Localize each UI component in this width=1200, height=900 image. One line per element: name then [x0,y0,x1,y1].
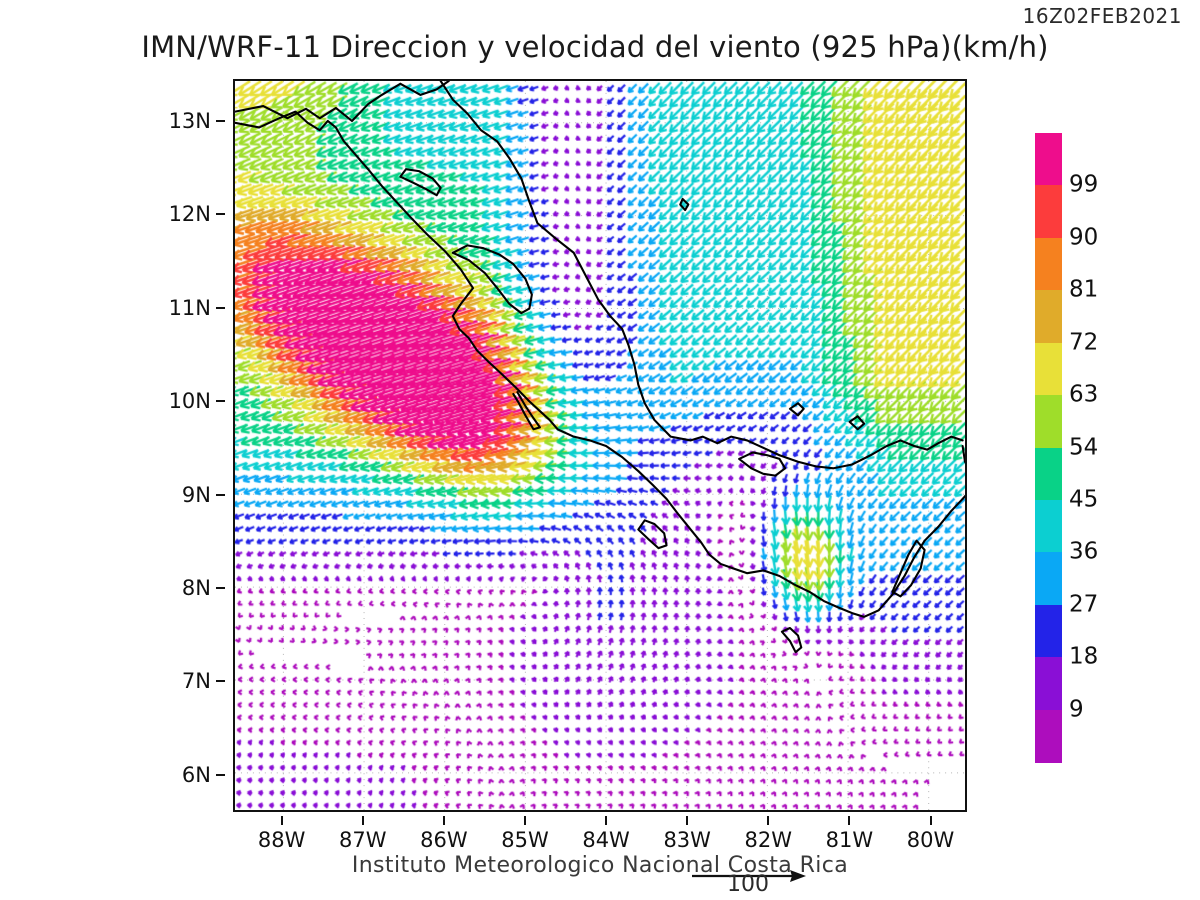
colorbar-band[interactable] [1035,290,1062,344]
colorbar-band[interactable] [1035,237,1062,291]
colorbar-band[interactable] [1035,185,1062,239]
x-axis-tick-mark [523,816,526,825]
colorbar-band[interactable] [1035,395,1062,449]
colorbar-band[interactable] [1035,552,1062,606]
y-axis-tick-mark [216,586,225,589]
colorbar-tick-label: 72 [1069,329,1099,356]
y-axis-tick-label: 8N [181,575,211,600]
x-axis-tick-label: 85W [501,828,549,852]
x-axis-tick-label: 80W [906,828,955,852]
colorbar-tick-label: 9 [1069,696,1084,723]
x-axis-tick-mark [767,816,770,825]
y-axis-tick-mark [216,120,225,123]
colorbar-band[interactable] [1035,657,1062,711]
colorbar-tick-label: 54 [1069,433,1099,460]
x-axis-tick-label: 81W [825,828,874,852]
y-axis-tick-mark [216,306,225,309]
y-axis-tick-label: 6N [181,762,211,787]
y-axis-tick-label: 9N [181,482,211,507]
reference-vector-label: 100 [727,872,769,897]
colorbar-tick-label: 81 [1069,276,1099,303]
colorbar-tick-label: 18 [1069,643,1099,670]
y-axis-tick-label: 10N [168,389,211,414]
colorbar-tick-label: 36 [1069,538,1099,565]
colorbar-tick-label: 27 [1069,591,1099,618]
y-axis-tick-label: 7N [181,669,211,694]
colorbar-band[interactable] [1035,604,1062,658]
x-axis-tick-label: 86W [420,828,468,852]
y-axis-tick-mark [216,213,225,216]
y-axis: 13N 12N 11N 10N 9N 8N 7N 6N [150,79,225,812]
x-axis: 88W 87W 86W 85W 84W 83W 82W 81W 80W [233,816,967,856]
y-axis-tick-mark [216,773,225,776]
colorbar-band[interactable] [1035,709,1062,763]
footer-caption: Instituto Meteorologico Nacional Costa R… [351,853,849,878]
colorbar-tick-label: 63 [1069,381,1099,408]
x-axis-tick-mark [929,816,932,825]
x-axis-tick-label: 88W [257,828,306,852]
y-axis-tick-label: 13N [168,109,211,134]
colorbar-legend[interactable]: 99 90 81 72 63 54 45 36 27 18 9 [1035,133,1098,763]
y-axis-tick-mark [216,680,225,683]
x-axis-tick-mark [280,816,283,825]
y-axis-tick-label: 12N [168,202,211,227]
x-axis-tick-label: 84W [582,828,630,852]
colorbar-tick-label: 90 [1069,224,1099,251]
date-stamp: 16Z02FEB2021 [1022,4,1182,28]
wind-vector-field [235,81,965,810]
colorbar-band[interactable] [1035,447,1062,501]
x-axis-tick-mark [848,816,851,825]
y-axis-tick-label: 11N [168,295,211,320]
y-axis-tick-mark [216,400,225,403]
map-plot-area[interactable] [233,79,967,812]
colorbar-band[interactable] [1035,342,1062,396]
x-axis-tick-mark [361,816,364,825]
reference-vector-icon [692,870,806,882]
x-axis-tick-mark [605,816,608,825]
x-axis-tick-label: 83W [663,828,711,852]
y-axis-tick-mark [216,493,225,496]
colorbar-band[interactable] [1035,499,1062,553]
colorbar-band[interactable] [1035,133,1062,187]
colorbar-tick-label: 99 [1069,171,1099,198]
x-axis-tick-mark [442,816,445,825]
x-axis-tick-mark [686,816,689,825]
x-axis-tick-label: 87W [339,828,387,852]
x-axis-tick-label: 82W [744,828,793,852]
colorbar-tick-label: 45 [1069,486,1099,513]
page-title: IMN/WRF-11 Direccion y velocidad del vie… [141,30,1049,64]
